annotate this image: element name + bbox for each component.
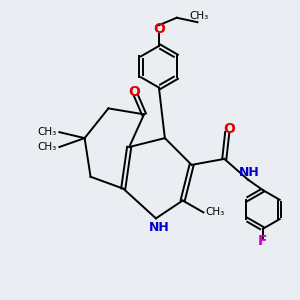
Text: CH₃: CH₃ xyxy=(190,11,209,21)
Text: O: O xyxy=(128,85,140,99)
Text: CH₃: CH₃ xyxy=(37,142,56,152)
Text: CH₃: CH₃ xyxy=(37,127,56,137)
Text: NH: NH xyxy=(239,166,260,179)
Text: O: O xyxy=(223,122,235,136)
Text: O: O xyxy=(153,22,165,36)
Text: NH: NH xyxy=(148,221,169,234)
Text: CH₃: CH₃ xyxy=(205,207,224,218)
Text: F: F xyxy=(258,234,268,248)
